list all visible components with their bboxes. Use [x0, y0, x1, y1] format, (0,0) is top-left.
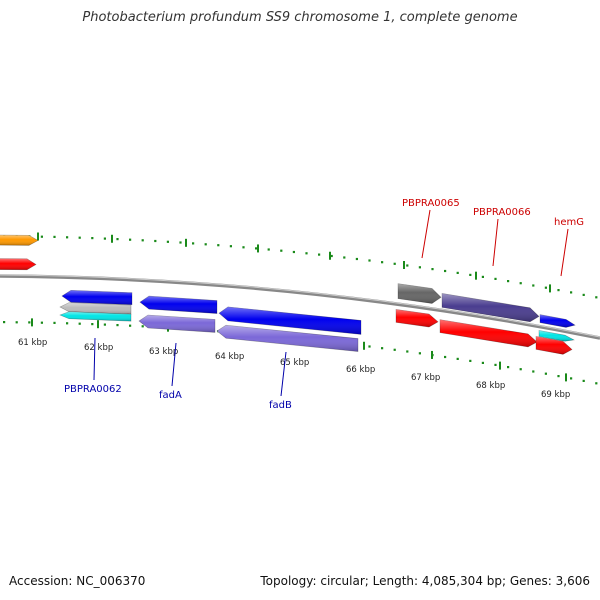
kbp-tick-label: 67 kbp: [411, 373, 440, 383]
gene-red-fwd-68[interactable]: [439, 319, 538, 348]
outer-ticks: [37, 232, 551, 293]
gene-cog-63-purple[interactable]: [138, 314, 216, 333]
kbp-tick-label: 66 kbp: [346, 365, 375, 375]
outer-dotted-ruler: [3, 235, 598, 299]
genome-summary-text: Topology: circular; Length: 4,085,304 bp…: [260, 574, 590, 588]
gene-fadB[interactable]: [218, 306, 362, 335]
leader-line-fadA: [171, 342, 177, 387]
leader-line-PBPRA0062: [93, 337, 96, 381]
backbone-line: [0, 274, 600, 340]
kbp-tick-label: 65 kbp: [280, 358, 309, 368]
kbp-tick-label: 63 kbp: [149, 347, 178, 357]
gene-cog-65-purple[interactable]: [216, 324, 359, 352]
gene-PBPRA0062[interactable]: [61, 289, 133, 305]
gene-fadA[interactable]: [139, 295, 218, 314]
gene-red-fwd-69[interactable]: [535, 335, 573, 355]
gene-labels: PBPRA0062 fadA fadB PBPRA0065 PBPRA0066 hemG: [64, 198, 584, 411]
gene-orange-fwd[interactable]: [0, 234, 39, 246]
leader-line-PBPRA0065: [421, 209, 431, 259]
map-title: Photobacterium profundum SS9 chromosome …: [82, 10, 518, 25]
gene-label-hemG[interactable]: hemG: [554, 217, 584, 228]
gene-label-PBPRA0062[interactable]: PBPRA0062: [64, 384, 122, 395]
gene-features: [0, 234, 576, 355]
gene-red-fwd-67[interactable]: [395, 309, 439, 328]
kbp-tick-labels: 61 kbp 62 kbp 63 kbp 64 kbp 65 kbp 66 kbp 67 k…: [18, 338, 570, 400]
leader-line-hemG: [560, 228, 569, 277]
leader-line-fadB: [280, 351, 287, 397]
leader-line-PBPRA0066: [492, 218, 499, 267]
kbp-tick-label: 61 kbp: [18, 338, 47, 348]
kbp-tick-label: 68 kbp: [476, 381, 505, 391]
kbp-tick-label: 69 kbp: [541, 390, 570, 400]
gene-label-PBPRA0066[interactable]: PBPRA0066: [473, 207, 531, 218]
kbp-tick-label: 62 kbp: [84, 343, 113, 353]
gene-hemG[interactable]: [539, 314, 576, 328]
accession-text: Accession: NC_006370: [9, 574, 146, 588]
gene-cog-62-grey[interactable]: [59, 302, 132, 315]
gene-label-fadB[interactable]: fadB: [269, 400, 292, 411]
gene-cyan-fwd-69[interactable]: [538, 330, 575, 342]
kbp-tick-label: 64 kbp: [215, 352, 244, 362]
gene-red-fwd-left[interactable]: [0, 258, 37, 271]
gene-label-PBPRA0065[interactable]: PBPRA0065: [402, 198, 460, 209]
gene-PBPRA0065[interactable]: [397, 283, 442, 304]
gene-cog-62-cyan[interactable]: [59, 311, 132, 322]
gene-label-fadA[interactable]: fadA: [159, 390, 182, 401]
gene-PBPRA0066[interactable]: [441, 293, 540, 323]
